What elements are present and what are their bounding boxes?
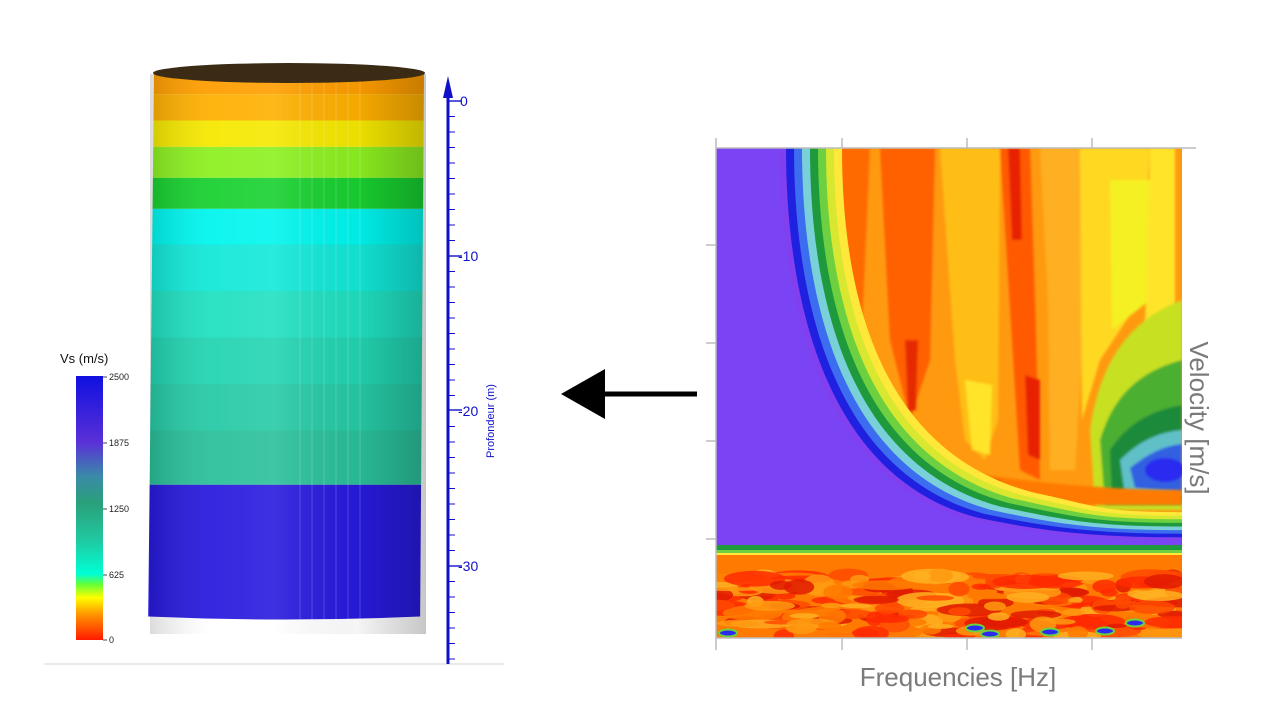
noise-blob bbox=[1067, 626, 1089, 638]
noise-blob bbox=[1010, 610, 1062, 619]
noise-blob bbox=[1006, 592, 1050, 603]
cylinder-top-cap bbox=[153, 63, 425, 83]
dispersion-axes bbox=[706, 138, 1196, 650]
noise-blob bbox=[1143, 574, 1182, 589]
noise-blob bbox=[853, 595, 899, 604]
depth-tick-10: -10 bbox=[458, 248, 478, 264]
colorbar-tick-625: 625 bbox=[109, 570, 124, 580]
noise-blob bbox=[769, 580, 792, 590]
noise-blob bbox=[1136, 626, 1182, 638]
noise-blob bbox=[821, 602, 842, 609]
noise-blob bbox=[716, 599, 736, 611]
noise-blob bbox=[992, 574, 1059, 589]
noise-blob bbox=[983, 601, 1006, 611]
noise-blob bbox=[948, 607, 972, 616]
depth-tick-30: -30 bbox=[458, 558, 478, 574]
noise-blob bbox=[718, 628, 738, 638]
noise-blob bbox=[789, 613, 820, 619]
y-axis-label: Velocity [m/s] bbox=[1184, 341, 1214, 494]
noise-blob bbox=[744, 600, 795, 611]
noise-blob bbox=[1040, 627, 1060, 637]
depth-axis-arrowhead bbox=[443, 76, 453, 98]
noise-blob bbox=[783, 579, 815, 595]
colorbar-gradient bbox=[76, 376, 103, 640]
depth-axis: 0 -10 -20 -30 Profondeur (m) bbox=[443, 76, 497, 664]
noise-blob bbox=[1101, 600, 1138, 605]
noise-blob bbox=[850, 574, 870, 584]
noise-blob bbox=[928, 568, 954, 583]
noise-blob bbox=[1077, 615, 1096, 628]
depth-tick-20: -20 bbox=[458, 403, 478, 419]
left-arrow bbox=[561, 369, 697, 419]
noise-blob bbox=[1062, 608, 1086, 616]
noise-blob bbox=[716, 587, 734, 602]
noise-blob bbox=[1128, 600, 1176, 614]
colorbar-tick-0: 0 bbox=[109, 635, 114, 645]
noise-blob bbox=[716, 587, 763, 592]
noise-blob bbox=[823, 632, 863, 638]
dispersion-band bbox=[716, 148, 1182, 560]
x-axis-label: Frequencies [Hz] bbox=[860, 662, 1057, 692]
noise-blob bbox=[874, 603, 905, 614]
noise-blob bbox=[927, 623, 954, 629]
colorbar-tick-1875: 1875 bbox=[109, 438, 129, 448]
noise-blob bbox=[1144, 615, 1182, 629]
noise-blob bbox=[987, 612, 1010, 621]
noise-blob bbox=[966, 594, 1016, 600]
noise-blob bbox=[1106, 623, 1127, 628]
noise-blob bbox=[716, 619, 759, 627]
noise-blob bbox=[913, 571, 931, 581]
depth-tick-0: 0 bbox=[460, 93, 468, 109]
noise-blob bbox=[823, 584, 853, 600]
noise-blob bbox=[840, 603, 872, 609]
noise-blob bbox=[852, 625, 889, 638]
noise-blob bbox=[916, 595, 955, 601]
noise-blob bbox=[965, 623, 985, 633]
noise-blob bbox=[971, 583, 991, 590]
noise-blob bbox=[1095, 626, 1115, 636]
vs-colorbar: Vs (m/s) 2500 1875 1250 625 0 bbox=[60, 351, 129, 645]
noise-blob bbox=[723, 570, 786, 587]
vs-cylinder bbox=[148, 63, 426, 636]
colorbar-tick-1250: 1250 bbox=[109, 504, 129, 514]
noise-blob bbox=[1131, 590, 1182, 602]
noise-blob bbox=[1092, 579, 1118, 594]
colorbar-title: Vs (m/s) bbox=[60, 351, 108, 366]
noise-blob bbox=[852, 580, 920, 591]
noise-blob bbox=[1005, 628, 1027, 638]
noise-blob bbox=[948, 581, 970, 597]
noise-blob bbox=[980, 629, 1000, 638]
noise-blob bbox=[818, 621, 842, 630]
colorbar-tick-2500: 2500 bbox=[109, 372, 129, 382]
depth-axis-label: Profondeur (m) bbox=[485, 384, 497, 458]
noise-blob bbox=[1057, 571, 1114, 581]
dispersion-image bbox=[716, 148, 1182, 638]
noise-blob bbox=[1125, 618, 1145, 628]
